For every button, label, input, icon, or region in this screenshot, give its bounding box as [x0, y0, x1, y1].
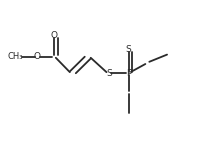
- Text: CH₃: CH₃: [7, 52, 23, 61]
- Text: O: O: [51, 31, 58, 40]
- Text: O: O: [34, 52, 41, 61]
- Text: P: P: [126, 69, 131, 78]
- Text: S: S: [106, 69, 112, 78]
- Text: S: S: [126, 45, 131, 54]
